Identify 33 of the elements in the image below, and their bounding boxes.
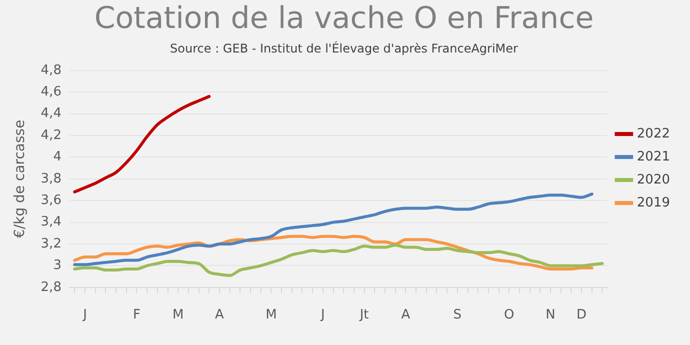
y-tick-label: 3,6: [40, 192, 62, 208]
x-tick-label: N: [546, 308, 556, 323]
x-tick-label: D: [576, 308, 587, 323]
y-tick-label: 4,6: [40, 84, 62, 100]
x-tick-label: F: [132, 308, 140, 323]
line-series: [73, 192, 594, 266]
legend-label: 2020: [636, 172, 670, 188]
x-tick-label: S: [453, 308, 462, 323]
y-tick-label: 4,4: [40, 106, 62, 122]
y-tick-label: 4: [53, 150, 62, 165]
line-series: [73, 244, 604, 277]
y-tick-label: 4,2: [40, 128, 62, 143]
y-tick-label: 3: [53, 258, 62, 274]
y-axis-title: €/kg de carcasse: [12, 120, 28, 238]
chart-title: Cotation de la vache O en France: [94, 0, 594, 36]
x-tick-label: M: [172, 308, 184, 323]
line-series: [73, 94, 211, 194]
x-tick-label: Jt: [358, 308, 369, 323]
y-tick-label: 3,8: [40, 171, 62, 186]
legend-label: 2019: [636, 195, 670, 210]
legend-label: 2022: [636, 126, 670, 142]
legend-label: 2021: [636, 149, 670, 164]
source-note: Source : GEB - Institut de l'Élevage d'après FranceAgriMer: [170, 40, 518, 56]
y-tick-label: 3,4: [40, 214, 62, 230]
x-tick-label: M: [266, 308, 277, 323]
x-tick-label: A: [215, 308, 224, 323]
x-tick-label: A: [401, 308, 410, 323]
y-tick-label: 2,8: [40, 280, 62, 295]
x-tick-label: O: [504, 308, 514, 323]
y-tick-label: 4,8: [40, 62, 62, 78]
x-tick-label: J: [82, 308, 87, 323]
x-tick-label: J: [320, 308, 325, 323]
y-tick-label: 3,2: [40, 236, 62, 252]
